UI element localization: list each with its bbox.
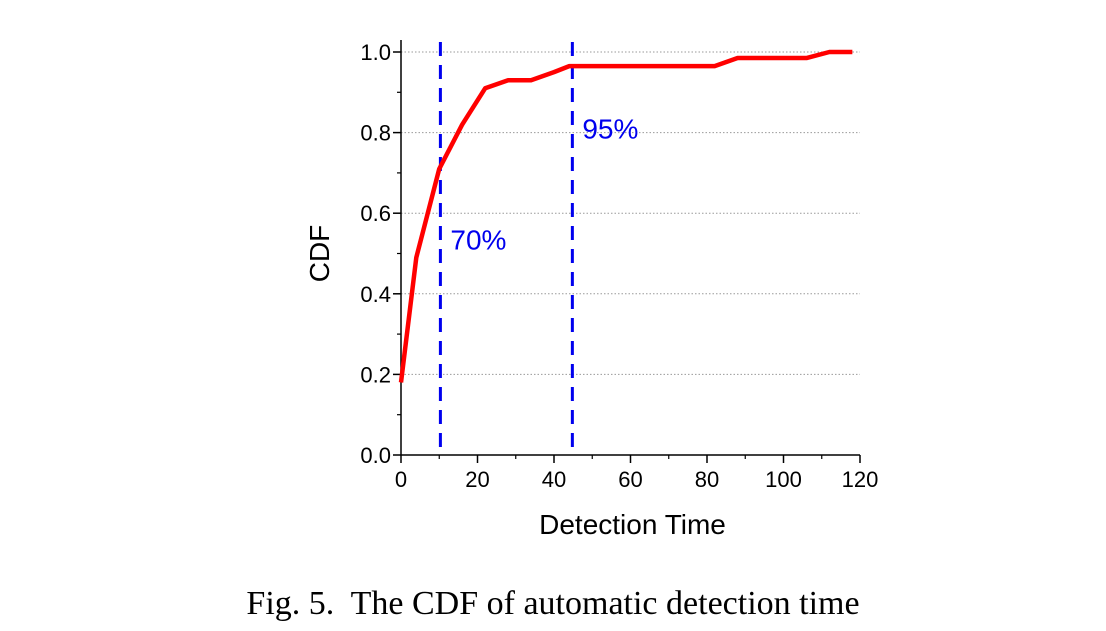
grid	[401, 51, 860, 375]
y-tick-label-5: 1.0	[360, 40, 391, 65]
x-tick-label-5: 100	[765, 467, 802, 492]
series-layer	[398, 49, 853, 383]
y-tick-label-4: 0.8	[360, 121, 391, 146]
x-tick-label-3: 60	[618, 467, 642, 492]
figure-caption: Fig. 5. The CDF of automatic detection t…	[246, 585, 860, 622]
y-tick-label-1: 0.2	[360, 362, 391, 387]
x-tick-label-4: 80	[695, 467, 719, 492]
x-axis-title: Detection Time	[539, 509, 726, 540]
x-tick-label-6: 120	[842, 467, 879, 492]
annotation-70pct: 70%	[450, 224, 506, 255]
y-tick-label-0: 0.0	[360, 443, 391, 468]
y-tick-label-2: 0.4	[360, 282, 391, 307]
x-tick-label-2: 40	[542, 467, 566, 492]
y-axis-title: CDF	[304, 225, 335, 283]
annotation-95pct: 95%	[582, 114, 638, 145]
x-tick-label-1: 20	[465, 467, 489, 492]
series-line-0	[398, 49, 853, 383]
labels: 0.0 0.2 0.4 0.6 0.8 1.0 0 20 40 60 80 100 120 Detecti…	[304, 40, 878, 540]
x-tick-label-0: 0	[395, 467, 407, 492]
axes	[393, 40, 861, 463]
y-tick-label-3: 0.6	[360, 201, 391, 226]
cdf-chart: 0.0 0.2 0.4 0.6 0.8 1.0 0 20 40 60 80 100 120 Detecti…	[304, 40, 878, 540]
